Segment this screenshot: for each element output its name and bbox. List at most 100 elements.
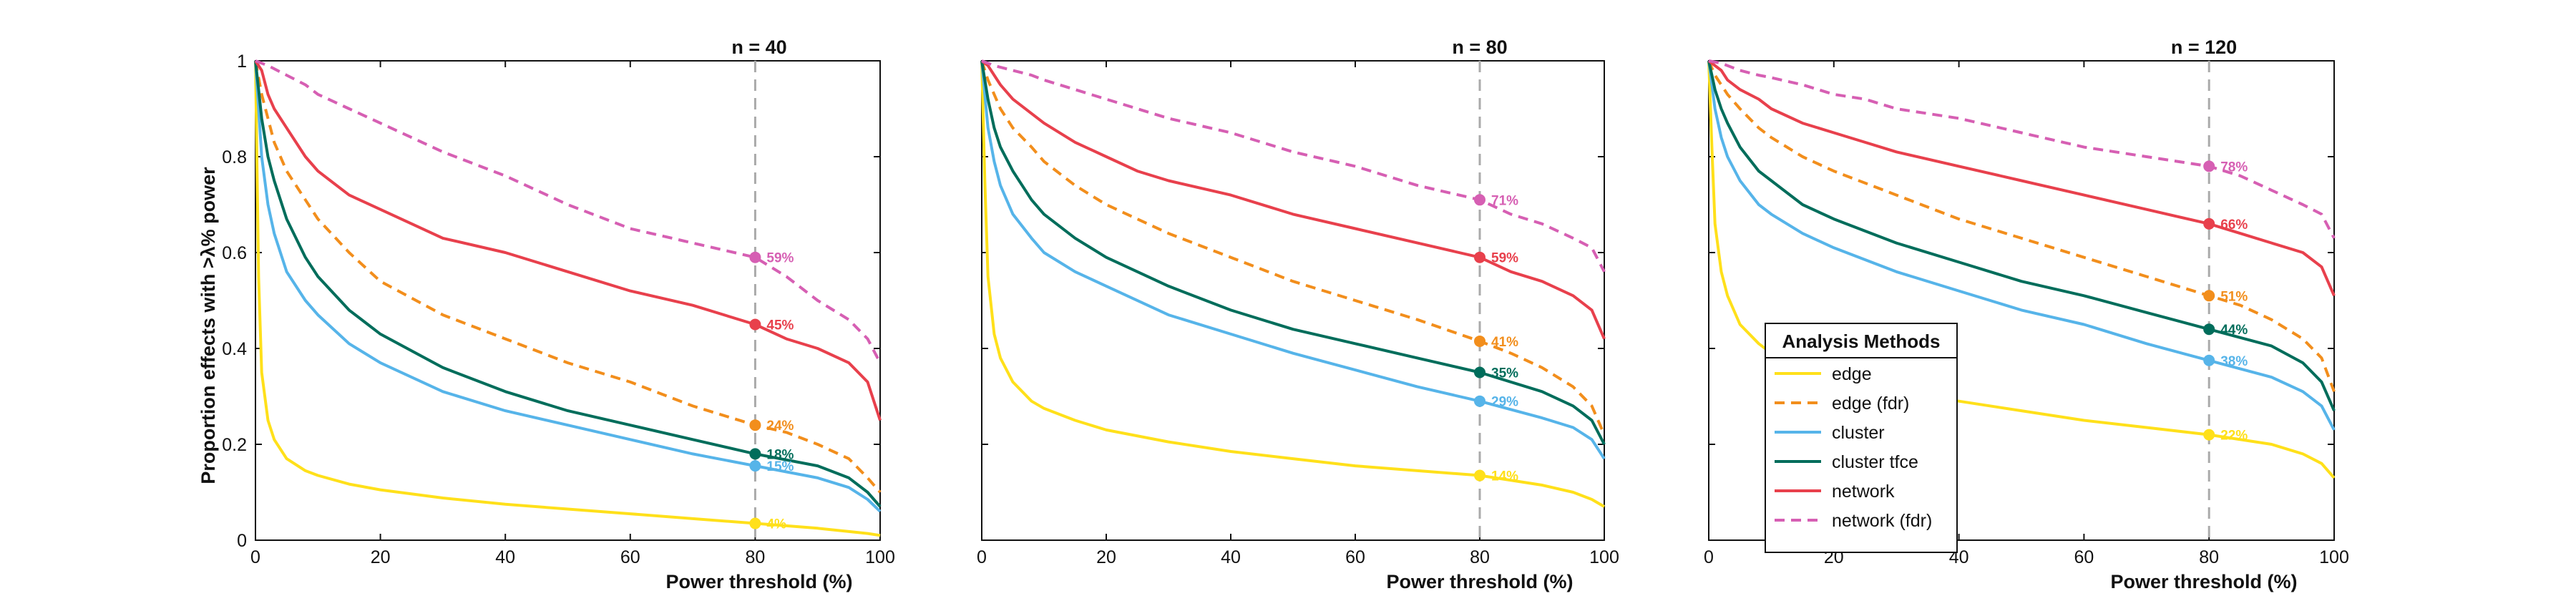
point-marker xyxy=(2203,160,2215,172)
series-line-network xyxy=(254,59,882,421)
x-tick-label: 20 xyxy=(371,547,391,567)
point-label: 4% xyxy=(766,517,786,532)
point-label: 59% xyxy=(766,251,794,266)
x-tick-label: 0 xyxy=(977,547,987,567)
point-marker xyxy=(2203,290,2215,302)
legend-label: network xyxy=(1832,482,1895,502)
point-label: 38% xyxy=(2220,354,2248,369)
series-line-edge-fdr xyxy=(1707,60,2336,392)
point-marker xyxy=(749,251,761,263)
legend-label: edge (fdr) xyxy=(1832,394,1909,414)
point-marker xyxy=(1474,194,1485,206)
point-label: 14% xyxy=(1491,469,1518,484)
point-label: 71% xyxy=(1491,193,1518,208)
point-marker xyxy=(1474,251,1485,263)
x-tick-label: 40 xyxy=(1221,547,1241,567)
x-tick-label: 80 xyxy=(1470,547,1490,567)
y-axis-label: Proportion effects with >λ% power xyxy=(197,167,219,484)
x-tick-label: 0 xyxy=(1704,547,1714,567)
y-tick-label: 0.6 xyxy=(222,243,247,263)
point-label: 44% xyxy=(2220,323,2248,338)
series-line-edge xyxy=(980,60,1606,508)
point-marker xyxy=(2203,218,2215,230)
point-label: 78% xyxy=(2220,160,2248,175)
point-marker xyxy=(749,318,761,331)
point-marker xyxy=(1474,335,1485,347)
x-tick-label: 0 xyxy=(250,547,260,567)
point-marker xyxy=(749,419,761,431)
x-tick-label: 60 xyxy=(620,547,640,567)
point-marker xyxy=(1474,469,1485,482)
plot-area: 0 20 40 60 80 100 14% 41% 29% 35% 59% 71% xyxy=(977,59,1619,567)
point-marker xyxy=(2203,323,2215,336)
point-marker xyxy=(1474,395,1485,407)
panel-2: n = 80 0 20 40 60 80 100 14% 41% 29% 35% 59% 71% Po… xyxy=(977,36,1619,592)
x-tick-label: 60 xyxy=(1345,547,1365,567)
panel-1: n = 40 0 20 40 60 80 100 0 0.2 0.4 0.6 0.8 1 4% 24% 15… xyxy=(222,36,895,592)
axes-box xyxy=(255,60,881,541)
series-line-cluster xyxy=(254,60,882,513)
x-tick-label: 80 xyxy=(745,547,765,567)
point-marker xyxy=(749,448,761,460)
legend-label: cluster tfce xyxy=(1832,452,1918,472)
series-line-edge xyxy=(254,60,881,537)
point-label: 15% xyxy=(766,459,794,474)
axes-box xyxy=(981,60,1605,541)
point-marker xyxy=(749,517,761,529)
point-marker xyxy=(749,460,761,472)
x-axis-label: Power threshold (%) xyxy=(665,571,852,592)
y-tick-label: 0 xyxy=(237,531,247,551)
point-label: 41% xyxy=(1491,335,1518,350)
x-tick-label: 20 xyxy=(1096,547,1116,567)
y-tick-label: 0.8 xyxy=(222,147,247,167)
legend-entries: edge edge (fdr) cluster cluster tfce network… xyxy=(1775,364,1932,531)
point-label: 24% xyxy=(766,419,794,434)
series-line-edge-fdr xyxy=(254,60,882,494)
series-line-network-fdr xyxy=(1708,59,2336,239)
point-label: 51% xyxy=(2220,289,2248,304)
point-label: 45% xyxy=(766,318,794,333)
point-marker xyxy=(2203,354,2215,366)
series-line-network-fdr xyxy=(981,59,1606,273)
point-label: 59% xyxy=(1491,251,1518,266)
x-tick-label: 40 xyxy=(495,547,515,567)
legend-title-box xyxy=(1765,323,1958,358)
series-line-edge-fdr xyxy=(980,60,1606,436)
series-line-cluster-tfce xyxy=(980,60,1606,445)
legend: Analysis Methods edge edge (fdr) cluster cl… xyxy=(1765,323,1958,553)
legend-label: cluster xyxy=(1832,423,1885,443)
series-line-cluster xyxy=(1707,60,2336,431)
panel-title: n = 120 xyxy=(2171,36,2237,58)
legend-title: Analysis Methods xyxy=(1782,331,1940,352)
x-tick-label: 100 xyxy=(2319,547,2349,567)
point-label: 22% xyxy=(2220,429,2248,444)
point-marker xyxy=(2203,429,2215,441)
point-label: 18% xyxy=(766,447,794,462)
y-tick-label: 1 xyxy=(237,52,247,72)
x-tick-label: 60 xyxy=(2074,547,2094,567)
point-label: 66% xyxy=(2220,218,2248,233)
legend-box xyxy=(1765,323,1958,553)
series-line-network-fdr xyxy=(255,59,882,364)
series-line-cluster-tfce xyxy=(1707,60,2336,411)
plot-area: 0 20 40 60 80 100 0 0.2 0.4 0.6 0.8 1 4% 24% 15%18% 45%… xyxy=(222,52,895,567)
legend-label: edge xyxy=(1832,364,1872,384)
x-axis-label: Power threshold (%) xyxy=(2110,571,2297,592)
x-tick-label: 100 xyxy=(865,547,895,567)
series-line-network xyxy=(980,59,1606,340)
x-tick-label: 100 xyxy=(1589,547,1619,567)
x-tick-label: 80 xyxy=(2199,547,2219,567)
point-marker xyxy=(1474,366,1485,378)
point-label: 35% xyxy=(1491,366,1518,381)
y-tick-label: 0.4 xyxy=(222,339,247,359)
axes-box xyxy=(1708,60,2335,541)
x-axis-label: Power threshold (%) xyxy=(1386,571,1573,592)
series-line-cluster-tfce xyxy=(254,60,882,508)
legend-label: network (fdr) xyxy=(1832,511,1932,531)
point-label: 29% xyxy=(1491,395,1518,410)
series-line-network xyxy=(1707,59,2336,297)
series-line-cluster xyxy=(980,60,1606,460)
